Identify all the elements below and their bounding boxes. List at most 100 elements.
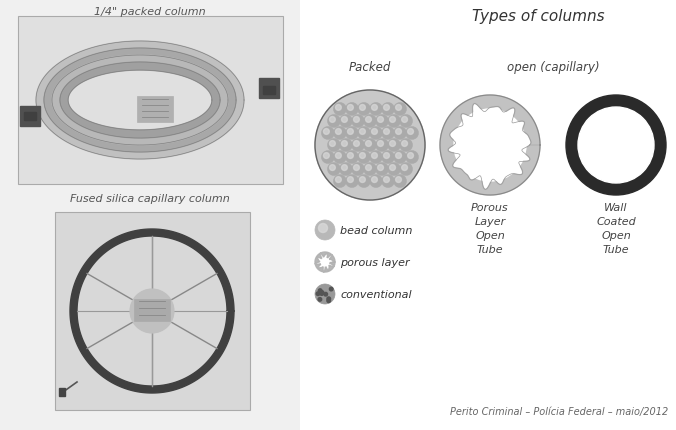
Circle shape <box>376 163 389 176</box>
Circle shape <box>360 153 366 159</box>
Circle shape <box>395 129 402 135</box>
Text: 1/4" packed column: 1/4" packed column <box>94 7 206 17</box>
Circle shape <box>406 151 418 164</box>
Bar <box>24 113 36 121</box>
Bar <box>134 299 170 321</box>
Circle shape <box>400 139 412 152</box>
Circle shape <box>381 127 395 140</box>
Polygon shape <box>315 252 335 272</box>
Circle shape <box>339 115 352 128</box>
Circle shape <box>339 139 352 152</box>
Circle shape <box>372 153 377 159</box>
Circle shape <box>364 139 377 152</box>
Circle shape <box>358 127 370 140</box>
Circle shape <box>370 151 383 164</box>
Circle shape <box>364 163 377 176</box>
Circle shape <box>395 177 402 183</box>
Circle shape <box>329 141 335 147</box>
FancyBboxPatch shape <box>18 17 283 184</box>
Circle shape <box>383 129 389 135</box>
Text: Packed: Packed <box>349 61 391 74</box>
Circle shape <box>389 165 395 171</box>
Polygon shape <box>36 42 244 160</box>
Circle shape <box>364 115 377 128</box>
Circle shape <box>345 127 358 140</box>
Circle shape <box>316 292 320 296</box>
Circle shape <box>408 153 414 159</box>
Circle shape <box>376 115 389 128</box>
Circle shape <box>345 151 358 164</box>
Circle shape <box>378 165 383 171</box>
Circle shape <box>327 139 341 152</box>
Circle shape <box>327 163 341 176</box>
Circle shape <box>352 163 364 176</box>
Circle shape <box>323 129 329 135</box>
Circle shape <box>578 108 654 184</box>
Circle shape <box>402 117 408 123</box>
Circle shape <box>323 153 329 159</box>
Circle shape <box>370 127 383 140</box>
Circle shape <box>320 291 324 295</box>
Text: open (capillary): open (capillary) <box>507 61 600 74</box>
Circle shape <box>315 221 335 240</box>
Circle shape <box>395 153 402 159</box>
Circle shape <box>321 258 329 266</box>
Circle shape <box>333 175 346 188</box>
Text: Fused silica capillary column: Fused silica capillary column <box>70 194 230 203</box>
Circle shape <box>358 175 370 188</box>
FancyBboxPatch shape <box>300 0 676 430</box>
Circle shape <box>335 177 341 183</box>
Circle shape <box>354 117 360 123</box>
Polygon shape <box>44 49 236 153</box>
Circle shape <box>335 129 341 135</box>
Circle shape <box>345 103 358 116</box>
Circle shape <box>352 139 364 152</box>
Circle shape <box>366 141 371 147</box>
Circle shape <box>318 289 322 293</box>
Circle shape <box>406 127 418 140</box>
Circle shape <box>324 293 328 296</box>
Circle shape <box>327 297 331 301</box>
Circle shape <box>376 139 389 152</box>
Circle shape <box>389 141 395 147</box>
Circle shape <box>360 105 366 111</box>
Bar <box>137 97 173 123</box>
Circle shape <box>383 153 389 159</box>
Circle shape <box>358 151 370 164</box>
Circle shape <box>347 177 354 183</box>
Polygon shape <box>70 230 234 393</box>
Circle shape <box>341 117 347 123</box>
Circle shape <box>333 103 346 116</box>
Circle shape <box>402 141 408 147</box>
Circle shape <box>366 165 371 171</box>
Circle shape <box>378 117 383 123</box>
Circle shape <box>383 177 389 183</box>
Circle shape <box>341 141 347 147</box>
Circle shape <box>370 103 383 116</box>
Circle shape <box>360 129 366 135</box>
Circle shape <box>335 105 341 111</box>
Circle shape <box>347 129 354 135</box>
Bar <box>20 107 40 127</box>
Circle shape <box>366 117 371 123</box>
Circle shape <box>454 110 526 181</box>
Circle shape <box>358 103 370 116</box>
Circle shape <box>354 165 360 171</box>
Text: Perito Criminal – Polícia Federal – maio/2012: Perito Criminal – Polícia Federal – maio… <box>450 406 668 416</box>
Circle shape <box>393 151 406 164</box>
Circle shape <box>370 175 383 188</box>
Bar <box>259 79 279 99</box>
Polygon shape <box>52 56 228 146</box>
Circle shape <box>329 117 335 123</box>
Circle shape <box>381 151 395 164</box>
Circle shape <box>341 165 347 171</box>
Circle shape <box>318 298 322 301</box>
Circle shape <box>354 141 360 147</box>
Circle shape <box>387 115 401 128</box>
Circle shape <box>402 165 408 171</box>
Circle shape <box>378 141 383 147</box>
Text: Types of columns: Types of columns <box>472 9 604 24</box>
Circle shape <box>318 224 327 233</box>
Circle shape <box>566 96 666 196</box>
Circle shape <box>393 127 406 140</box>
